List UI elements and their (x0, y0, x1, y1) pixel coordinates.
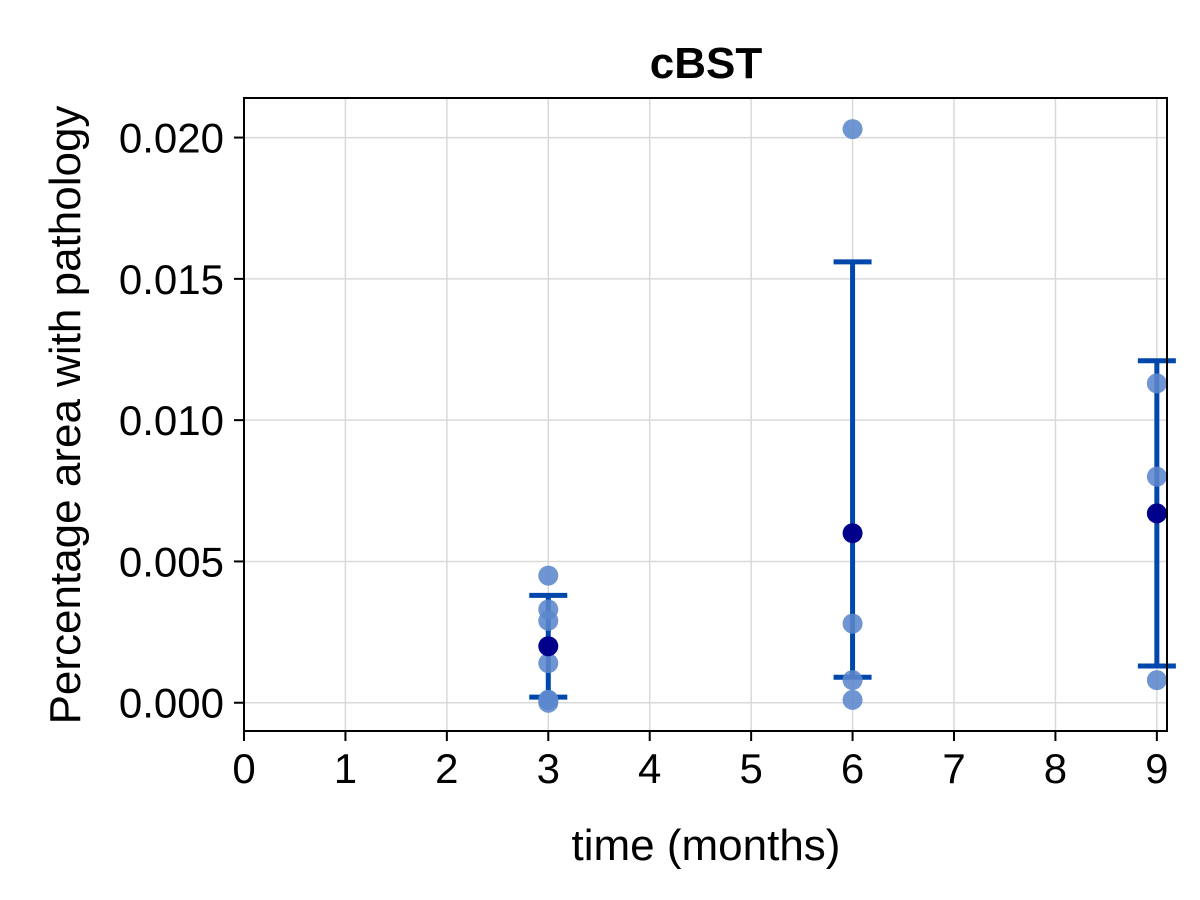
y-tick-label: 0.020 (119, 115, 224, 162)
data-point (1146, 466, 1167, 487)
x-tick-label: 0 (232, 745, 255, 792)
x-tick-label: 5 (739, 745, 762, 792)
plot-frame (243, 97, 1168, 732)
data-point (1146, 670, 1167, 691)
grid (243, 98, 1167, 731)
y-tick-label: 0.010 (119, 397, 224, 444)
x-tick-label: 6 (841, 745, 864, 792)
y-tick-label: 0.000 (119, 680, 224, 727)
data-point (538, 565, 559, 586)
x-axis-label: time (months) (572, 821, 841, 870)
x-tick-label: 2 (435, 745, 458, 792)
data-point (538, 689, 559, 710)
mean-points (538, 503, 1167, 657)
data-point (538, 610, 559, 631)
data-point (842, 613, 863, 634)
x-tick-label: 8 (1044, 745, 1067, 792)
y-axis-label: Percentage area with pathology (41, 106, 90, 725)
x-tick-label: 1 (334, 745, 357, 792)
data-point (538, 653, 559, 674)
x-tick-label: 4 (638, 745, 661, 792)
x-axis-ticks: 0 1 2 3 4 5 6 7 8 9 (232, 731, 1169, 792)
y-axis-ticks: 0.000 0.005 0.010 0.015 0.020 (119, 115, 244, 727)
chart-title: cBST (650, 39, 763, 88)
x-tick-label: 9 (1145, 745, 1168, 792)
x-tick-label: 7 (942, 745, 965, 792)
data-point (1146, 373, 1167, 394)
data-points (538, 119, 1167, 713)
mean-point (538, 636, 559, 657)
data-point (842, 670, 863, 691)
data-point (842, 119, 863, 140)
x-tick-label: 3 (537, 745, 560, 792)
y-tick-label: 0.015 (119, 256, 224, 303)
mean-point (1146, 503, 1167, 524)
y-tick-label: 0.005 (119, 538, 224, 585)
mean-point (842, 523, 863, 544)
data-point (842, 689, 863, 710)
